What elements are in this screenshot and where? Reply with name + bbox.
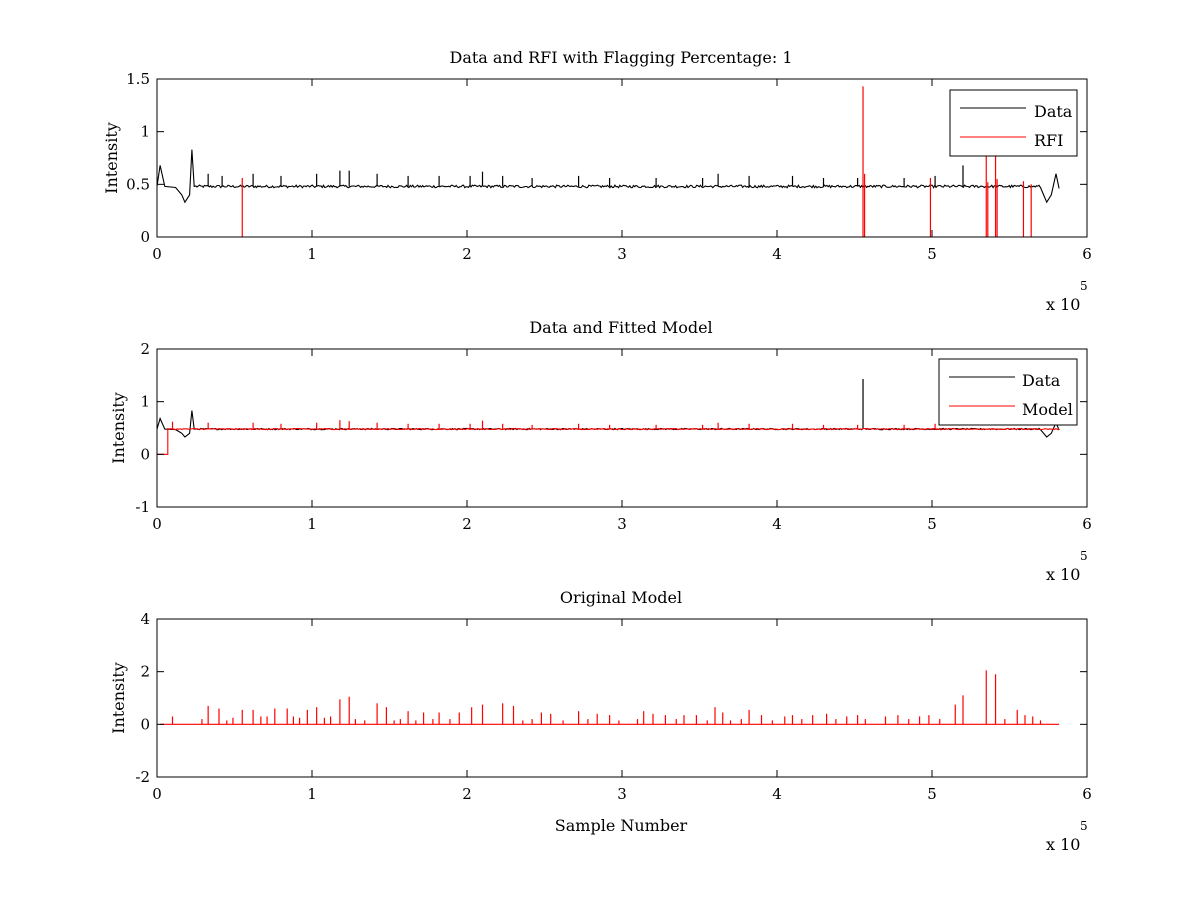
panel-fitted-ytick-label: 0 bbox=[140, 445, 150, 463]
panel-fitted-ytick-label: 2 bbox=[140, 340, 150, 358]
panel-rfi-xtick-label: 5 bbox=[927, 245, 937, 263]
panel-fitted-xtick-label: 1 bbox=[307, 515, 317, 533]
panel-fitted-ytick-label: -1 bbox=[135, 498, 150, 516]
panel-original-ytick-label: -2 bbox=[135, 768, 150, 786]
panel-fitted-xtick-label: 0 bbox=[152, 515, 162, 533]
panel-rfi-ytick-label: 0.5 bbox=[126, 175, 150, 193]
panel-rfi-series bbox=[157, 86, 1060, 237]
panel-fitted-series bbox=[157, 379, 1060, 455]
panel-fitted-legend-model-label: Model bbox=[1022, 400, 1073, 419]
panel-rfi-xtick-label: 6 bbox=[1082, 245, 1092, 263]
panel-rfi-series-data-line bbox=[157, 149, 1060, 204]
panel-fitted-series-model-line bbox=[157, 427, 1060, 455]
panel-rfi-ytick-label: 1.5 bbox=[126, 70, 150, 88]
panel-rfi-ylabel: Intensity bbox=[102, 122, 121, 194]
panel-fitted-xtick-label: 3 bbox=[617, 515, 627, 533]
panel-original-ytick-label: 4 bbox=[140, 610, 150, 628]
panel-rfi-xtick-label: 2 bbox=[462, 245, 472, 263]
panel-original-series bbox=[160, 670, 1060, 725]
panel-original-xtick-label: 4 bbox=[772, 785, 782, 803]
panel-rfi-legend-rfi-label: RFI bbox=[1034, 131, 1063, 150]
panel-original-xtick-label: 0 bbox=[152, 785, 162, 803]
panel-original-xtick-label: 3 bbox=[617, 785, 627, 803]
panel-fitted-legend-data-label: Data bbox=[1022, 371, 1061, 390]
panel-fitted-ytick-label: 1 bbox=[140, 393, 150, 411]
panel-original-x-exponent-power: 5 bbox=[1080, 819, 1088, 833]
panel-original-ytick-label: 2 bbox=[140, 663, 150, 681]
panel-rfi-x-exponent-power: 5 bbox=[1080, 279, 1088, 293]
panel-fitted-legend: Data Model bbox=[938, 358, 1078, 426]
panel-rfi-xtick-label: 3 bbox=[617, 245, 627, 263]
panel-original-xtick-label: 1 bbox=[307, 785, 317, 803]
panel-rfi: Data and RFI with Flagging Percentage: 1… bbox=[102, 48, 1092, 314]
panel-original-axes bbox=[156, 618, 1088, 778]
panel-original-xlabel: Sample Number bbox=[555, 816, 688, 835]
panel-fitted-axes bbox=[156, 348, 1088, 508]
panel-original-xtick-label: 6 bbox=[1082, 785, 1092, 803]
panel-rfi-ytick-label: 0 bbox=[140, 228, 150, 246]
panel-fitted-legend-box bbox=[938, 358, 1078, 426]
panel-fitted-ylabel: Intensity bbox=[109, 392, 128, 464]
panel-rfi-xtick-label: 1 bbox=[307, 245, 317, 263]
panel-rfi-title: Data and RFI with Flagging Percentage: 1 bbox=[449, 48, 792, 67]
panel-original-xtick-label: 2 bbox=[462, 785, 472, 803]
panel-rfi-ytick-label: 1 bbox=[140, 123, 150, 141]
panel-rfi-xtick-label: 0 bbox=[152, 245, 162, 263]
panel-fitted-xtick-label: 2 bbox=[462, 515, 472, 533]
panel-fitted-xtick-label: 5 bbox=[927, 515, 937, 533]
panel-fitted-x-exponent-power: 5 bbox=[1080, 549, 1088, 563]
panel-original-ytick-label: 0 bbox=[140, 715, 150, 733]
panel-rfi-x-exponent: x 10 bbox=[1046, 295, 1080, 314]
panel-rfi-ticks: 0 1 2 3 4 5 6 0 0.5 1 1.5 bbox=[126, 70, 1092, 263]
panel-fitted: Data and Fitted Model Intensity 0 1 2 3 4 5 6 -… bbox=[109, 318, 1092, 584]
panel-original-xtick-label: 5 bbox=[927, 785, 937, 803]
panel-fitted-title: Data and Fitted Model bbox=[529, 318, 712, 337]
panel-rfi-axes bbox=[156, 78, 1088, 238]
panel-fitted-x-exponent: x 10 bbox=[1046, 565, 1080, 584]
panel-rfi-legend: Data RFI bbox=[949, 89, 1078, 157]
panel-rfi-legend-box bbox=[949, 89, 1078, 157]
panel-original-ylabel: Intensity bbox=[109, 662, 128, 734]
panel-rfi-xtick-label: 4 bbox=[772, 245, 782, 263]
panel-fitted-xtick-label: 6 bbox=[1082, 515, 1092, 533]
panel-rfi-legend-data-label: Data bbox=[1034, 102, 1073, 121]
panel-original-title: Original Model bbox=[560, 588, 682, 607]
panel-original-x-exponent: x 10 bbox=[1046, 835, 1080, 854]
panel-fitted-xtick-label: 4 bbox=[772, 515, 782, 533]
